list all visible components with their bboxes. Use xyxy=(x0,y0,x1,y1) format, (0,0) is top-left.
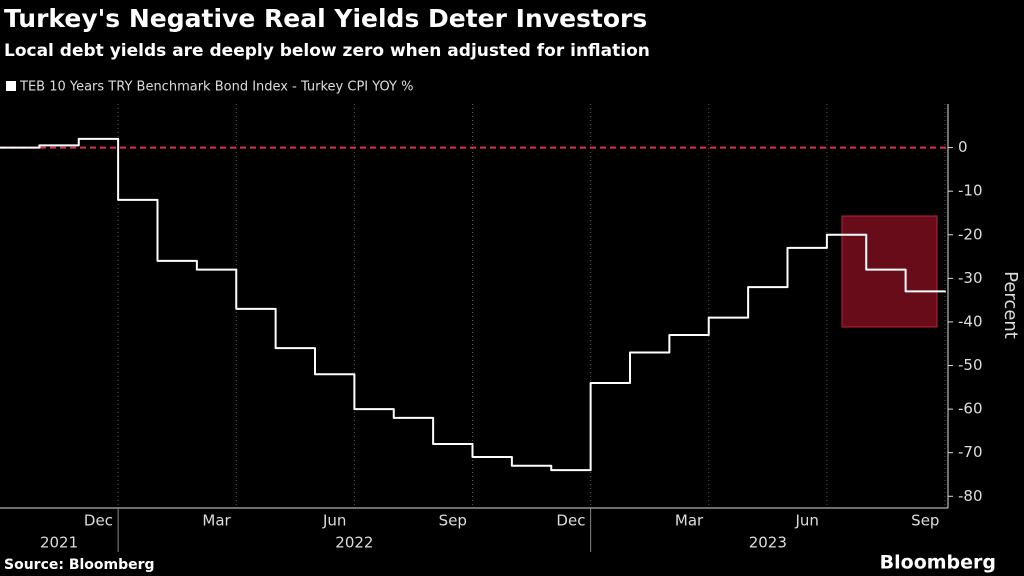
brand: Bloomberg xyxy=(880,552,996,574)
x-tick-label: Mar xyxy=(202,512,231,530)
year-label: 2023 xyxy=(749,534,787,552)
chart-subtitle: Local debt yields are deeply below zero … xyxy=(4,41,650,61)
year-label: 2021 xyxy=(40,534,78,552)
y-tick-label: -40 xyxy=(958,312,983,330)
y-tick-label: -80 xyxy=(958,487,983,505)
y-tick-label: -50 xyxy=(958,356,983,374)
legend-swatch xyxy=(6,81,16,91)
x-tick-label: Dec xyxy=(84,512,113,530)
y-tick-label: -10 xyxy=(958,182,983,200)
legend-label: TEB 10 Years TRY Benchmark Bond Index - … xyxy=(19,80,413,95)
x-tick-label: Jun xyxy=(794,512,818,530)
y-tick-label: -60 xyxy=(958,400,983,418)
x-tick-label: Dec xyxy=(556,512,585,530)
highlight-box xyxy=(841,215,938,328)
chart-title: Turkey's Negative Real Yields Deter Inve… xyxy=(4,4,647,33)
x-tick-label: Mar xyxy=(675,512,704,530)
year-label: 2022 xyxy=(335,534,373,552)
source: Source: Bloomberg xyxy=(4,557,155,573)
y-tick-label: 0 xyxy=(958,138,968,156)
y-tick-label: -70 xyxy=(958,443,983,461)
x-tick-label: Sep xyxy=(439,512,467,530)
x-tick-label: Jun xyxy=(322,512,346,530)
x-tick-label: Sep xyxy=(911,512,939,530)
y-tick-label: -30 xyxy=(958,269,983,287)
y-axis-label: Percent xyxy=(1000,271,1021,339)
y-tick-label: -20 xyxy=(958,225,983,243)
